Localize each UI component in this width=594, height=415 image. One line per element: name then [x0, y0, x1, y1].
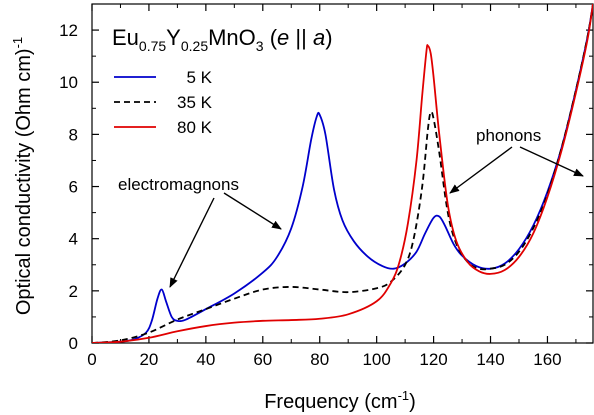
series-line-35-k — [92, 4, 593, 343]
y-axis-ticks: 0 2 4 6 8 10 12 — [59, 21, 593, 353]
legend-label: 5 K — [186, 68, 212, 87]
x-tick-label: 120 — [419, 350, 447, 369]
y-axis-label: Optical conductivity (Ohm cm)-1 — [10, 37, 35, 315]
x-tick-label: 60 — [253, 350, 272, 369]
x-tick-label: 0 — [87, 350, 96, 369]
legend-label: 80 K — [177, 118, 213, 137]
y-tick-label: 6 — [69, 178, 78, 197]
y-tick-label: 0 — [69, 334, 78, 353]
annotation-electromagnons: electromagnons — [118, 175, 239, 194]
series-line-80-k — [92, 4, 593, 343]
x-tick-label: 140 — [476, 350, 504, 369]
x-tick-label: 100 — [362, 350, 390, 369]
arrow-electromagnon-2 — [223, 192, 282, 230]
plot-frame — [91, 3, 594, 344]
arrow-electromagnon-1 — [169, 197, 215, 288]
y-tick-label: 10 — [59, 73, 78, 92]
x-tick-label: 20 — [139, 350, 158, 369]
annotation-phonons: phonons — [476, 126, 541, 145]
legend-label: 35 K — [177, 93, 213, 112]
x-axis-label: Frequency (cm-1) — [264, 388, 416, 413]
x-tick-label: 160 — [533, 350, 561, 369]
x-tick-label: 80 — [310, 350, 329, 369]
legend: 5 K 35 K 80 K — [114, 68, 213, 137]
x-tick-label: 40 — [196, 350, 215, 369]
arrow-phonon-2 — [519, 146, 584, 177]
y-tick-label: 4 — [69, 230, 78, 249]
series-group — [92, 4, 593, 343]
x-axis-ticks: 0 20 40 60 80 100 120 140 160 — [87, 4, 577, 369]
y-tick-label: 8 — [69, 125, 78, 144]
y-tick-label: 2 — [69, 282, 78, 301]
y-tick-label: 12 — [59, 21, 78, 40]
chart-title: Eu0.75Y0.25MnO3 (e || a) — [112, 25, 333, 54]
arrow-phonon-1 — [449, 146, 513, 194]
